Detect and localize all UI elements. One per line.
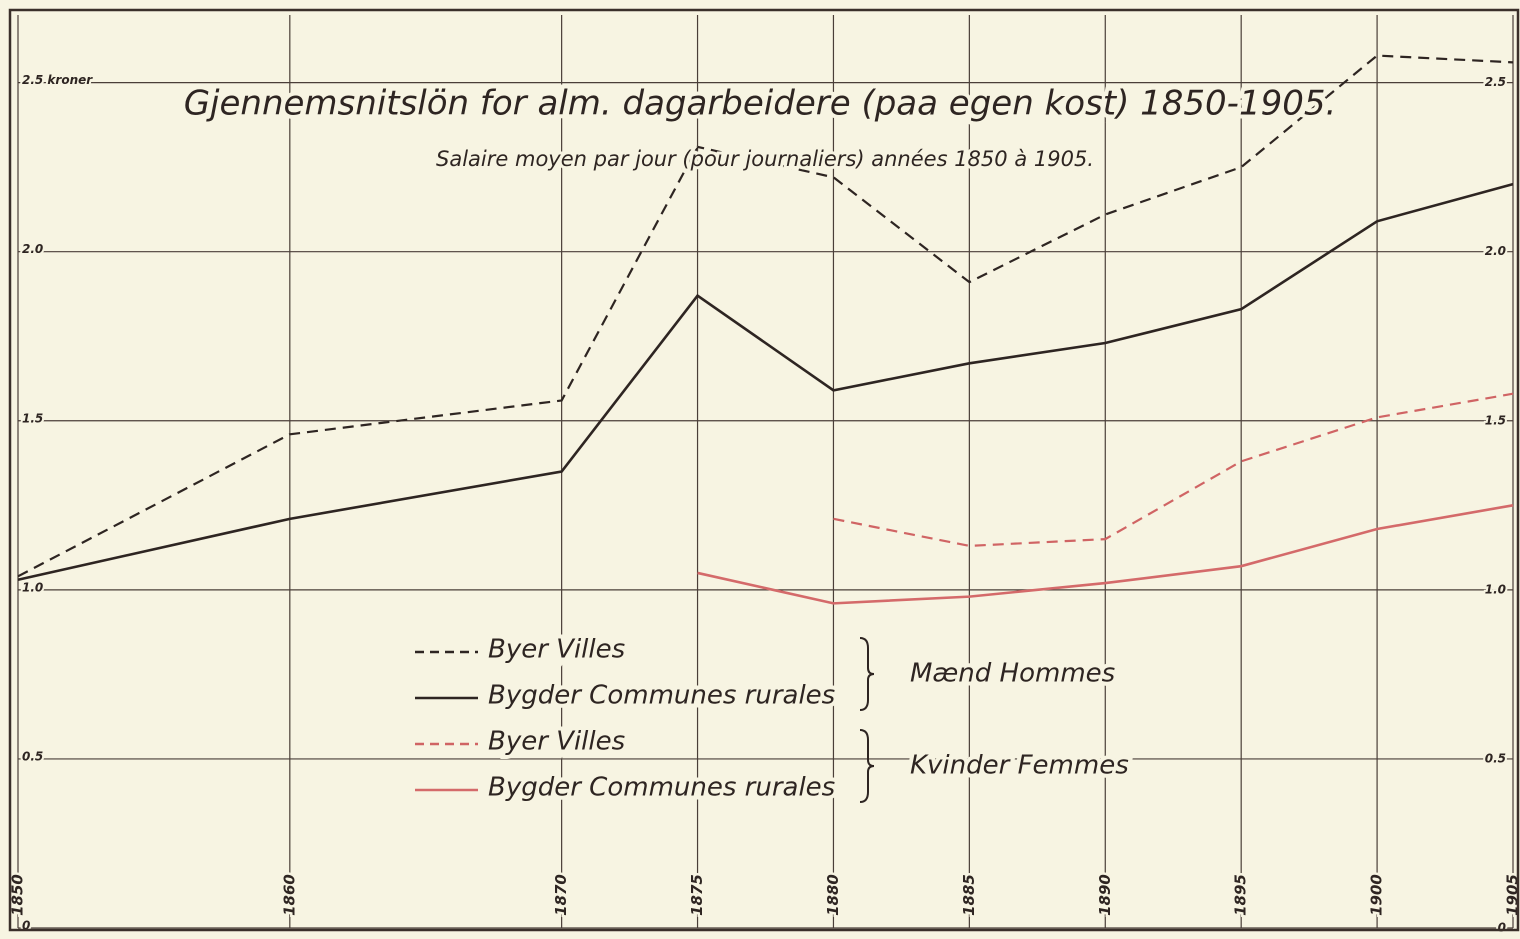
y2-tick-label: 2.0 bbox=[1485, 244, 1506, 258]
y-tick-label: 1.5 bbox=[22, 411, 43, 425]
x-tick-label: 1880 bbox=[824, 874, 842, 916]
x-tick-label: 1885 bbox=[960, 874, 978, 916]
legend-brace bbox=[859, 637, 875, 711]
y2-tick-label: 1.0 bbox=[1485, 582, 1506, 596]
legend-brace bbox=[859, 729, 875, 803]
series-line bbox=[17, 182, 1514, 581]
legend-group-label: Kvinder Femmes bbox=[910, 751, 1129, 781]
x-tick-label: 1860 bbox=[280, 874, 298, 916]
y2-tick-label: 2.5 bbox=[1485, 75, 1506, 89]
y-tick-label: 2.0 bbox=[22, 242, 43, 256]
y2-tick-label: 0.5 bbox=[1485, 751, 1506, 765]
marks bbox=[17, 54, 1514, 605]
y2-tick-label: 1.5 bbox=[1485, 413, 1506, 427]
legend-label: Bygder Communes rurales bbox=[488, 681, 835, 711]
y-tick-label: 1.0 bbox=[22, 580, 43, 594]
x-tick-label: 1905 bbox=[1504, 874, 1520, 916]
chart-subtitle: Salaire moyen par jour (pour journaliers… bbox=[436, 147, 1094, 171]
frame bbox=[8, 8, 1520, 932]
y2-tick-label: 0 bbox=[1498, 921, 1506, 935]
legend-label: Byer Villes bbox=[488, 727, 625, 757]
x-tick-label: 1850 bbox=[9, 874, 27, 916]
x-tick-label: 1870 bbox=[552, 874, 570, 916]
x-tick-label: 1890 bbox=[1096, 874, 1114, 916]
x-tick-label: 1875 bbox=[688, 874, 706, 916]
chart-title: Gjennemsnitslön for alm. dagarbeidere (p… bbox=[184, 84, 1337, 124]
x-tick-label: 1895 bbox=[1232, 874, 1250, 916]
y-tick-label: 0.5 bbox=[22, 749, 43, 763]
grid: 00.51.01.52.02.5 kroner00.51.01.52.02.51… bbox=[6, 15, 1520, 937]
legend-label: Byer Villes bbox=[488, 635, 625, 665]
legend-group-label: Mænd Hommes bbox=[910, 659, 1115, 689]
series-line bbox=[833, 392, 1514, 547]
legend-label: Bygder Communes rurales bbox=[488, 773, 835, 803]
y-tick-label: 2.5 kroner bbox=[22, 73, 93, 87]
series-line bbox=[697, 504, 1514, 605]
legend: Byer Villes Bygder Communes rurales Byer V… bbox=[415, 631, 1133, 807]
x-tick-label: 1900 bbox=[1368, 874, 1386, 916]
